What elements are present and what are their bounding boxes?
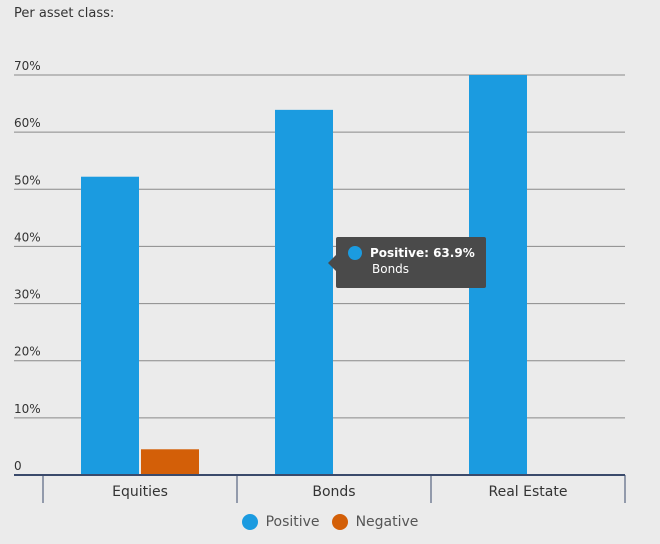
- x-category-label: Equities: [112, 484, 168, 500]
- x-category-label: Real Estate: [489, 484, 568, 500]
- legend-dot-negative-icon: [331, 514, 348, 530]
- y-tick-label: 70%: [14, 59, 41, 73]
- y-tick-label: 10%: [14, 402, 41, 416]
- y-tick-label: 50%: [14, 173, 41, 187]
- axis-labels: 0 10% 20% 30% 40% 50% 60% 70% Equities Bonds Real …: [14, 59, 567, 500]
- legend-label-negative: Negative: [355, 514, 419, 530]
- bar-negative-equities[interactable]: [141, 449, 199, 475]
- legend-label-positive: Positive: [265, 514, 320, 530]
- tooltip: Positive: 63.9% Bonds: [328, 237, 486, 288]
- x-category-label: Bonds: [312, 484, 355, 500]
- tooltip-category: Bonds: [372, 262, 410, 276]
- y-tick-label: 0: [14, 459, 22, 473]
- y-tick-label: 40%: [14, 230, 41, 244]
- legend-item-positive[interactable]: Positive: [241, 514, 320, 530]
- legend: Positive Negative: [0, 514, 660, 530]
- tooltip-series-dot-icon: [348, 246, 362, 260]
- legend-item-negative[interactable]: Negative: [331, 514, 419, 530]
- y-tick-label: 20%: [14, 345, 41, 359]
- legend-dot-positive-icon: [241, 514, 258, 530]
- bar-positive-equities[interactable]: [81, 176, 139, 475]
- y-tick-label: 60%: [14, 116, 41, 130]
- x-axis: [14, 474, 626, 503]
- chart-title: Per asset class:: [14, 6, 115, 21]
- bar-positive-bonds[interactable]: [275, 109, 333, 475]
- tooltip-title: Positive: 63.9%: [370, 246, 475, 260]
- y-tick-label: 30%: [14, 288, 41, 302]
